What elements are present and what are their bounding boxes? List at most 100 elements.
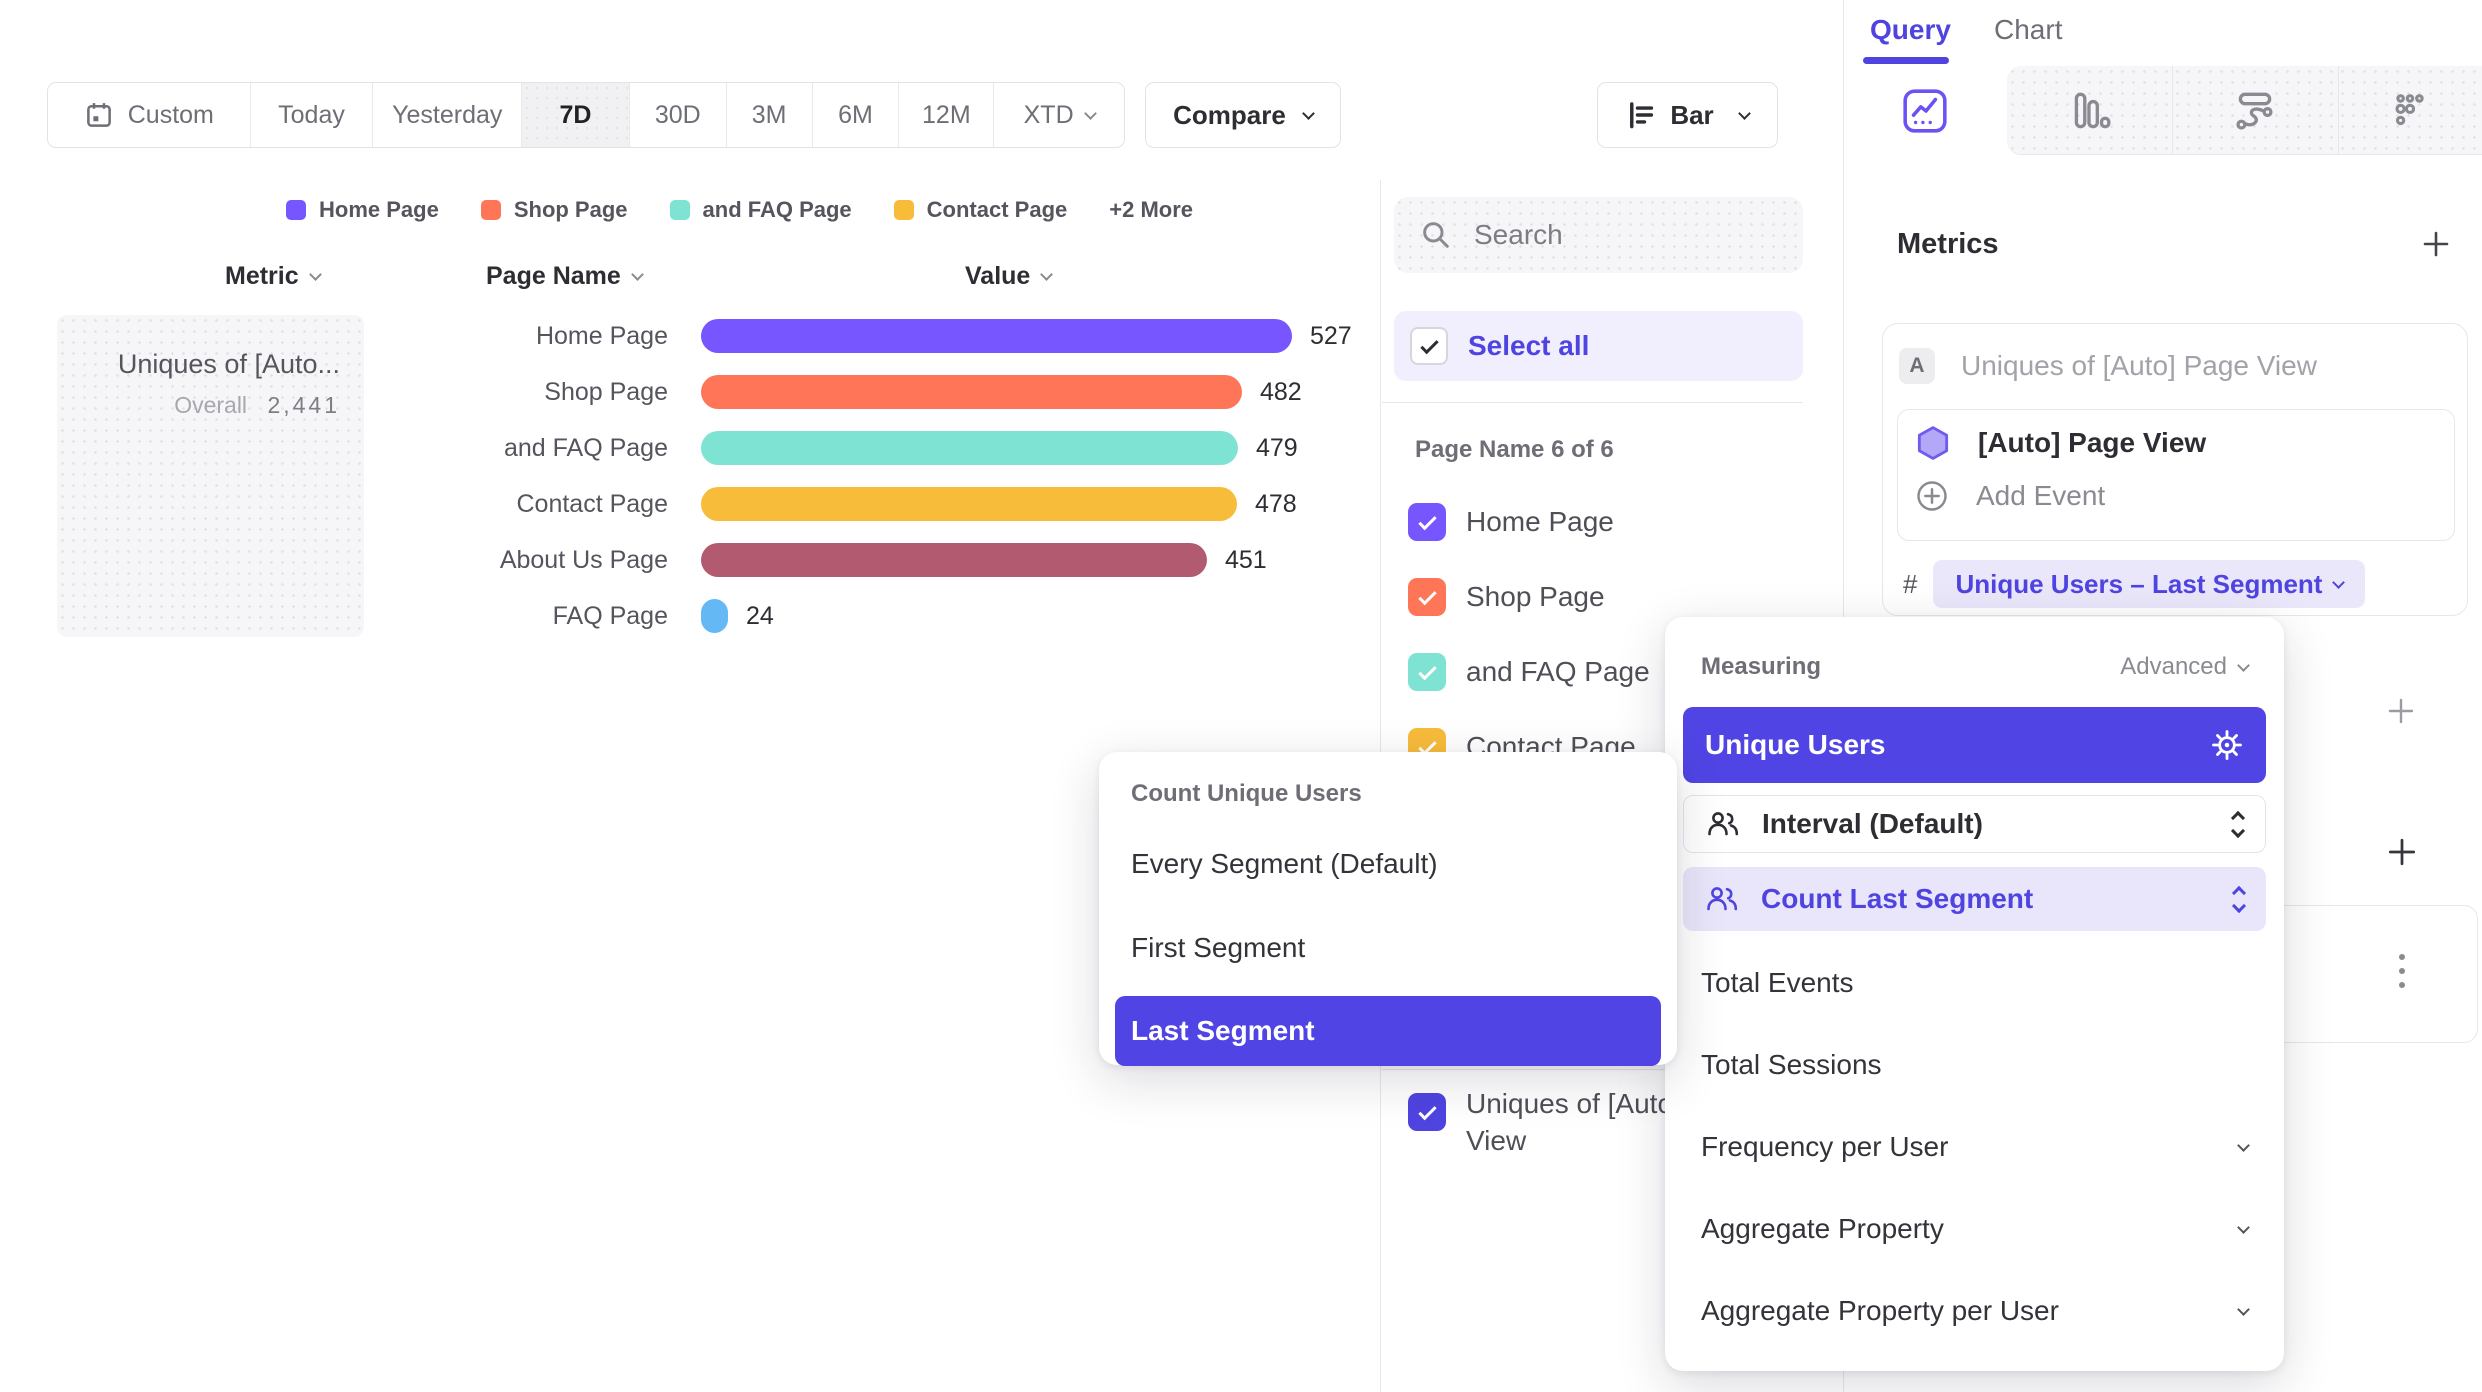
legend-item[interactable]: Shop Page [480,197,628,223]
interval-label: Interval (Default) [1762,808,1983,839]
date-range-6m[interactable]: 6M [813,83,900,147]
column-header-label: Value [965,262,1031,290]
hash-icon: # [1903,568,1918,599]
menu-item-label: Aggregate Property [1701,1213,1944,1244]
menu-item-aggregate-property[interactable]: Aggregate Property [1665,1163,2284,1245]
checkbox-and-faq-page[interactable] [1408,653,1446,691]
add-metric-button[interactable] [2420,228,2452,265]
select-all-checkbox[interactable] [1410,327,1448,365]
select-all-row[interactable]: Select all [1394,311,1803,381]
series-title: Uniques of [Auto] Page View [1961,350,2317,381]
tab-funnels[interactable] [2007,66,2172,155]
tab-query[interactable]: Query [1870,14,1951,45]
date-range-label: Custom [127,100,214,129]
bar-row: Shop Page 482 [440,364,1352,420]
date-range-today[interactable]: Today [251,83,374,147]
kebab-menu-icon[interactable] [2399,954,2405,988]
menu-item-every-segment[interactable]: Every Segment (Default) [1131,848,1438,879]
menu-item-total-events[interactable]: Total Events [1701,967,1854,998]
metric-summary-cell[interactable]: Uniques of [Auto... Overall 2,441 [57,315,364,637]
advanced-toggle[interactable]: Advanced [2120,653,2250,681]
event-name: [Auto] Page View [1978,427,2207,458]
checkbox-shop-page[interactable] [1408,578,1446,616]
category-label: Shop Page [544,377,668,406]
interval-selector[interactable]: Interval (Default) [1683,795,2266,853]
column-header-page-name[interactable]: Page Name [486,262,644,291]
date-range-7d[interactable]: 7D [522,83,630,147]
date-range-group: Custom Today Yesterday 7D 30D 3M 6M 12M … [47,82,1125,148]
tab-chart[interactable]: Chart [1994,14,2063,45]
event-row[interactable]: [Auto] Page View [1898,410,2454,462]
menu-item-label: Frequency per User [1701,1131,1949,1162]
stepper-icon[interactable] [2231,885,2247,913]
chevron-down-icon [630,268,644,281]
last-segment-label: Last Segment [1131,1015,1315,1046]
metric-series-header[interactable]: A Uniques of [Auto] Page View [1883,324,2467,384]
search-input[interactable]: Search [1394,197,1803,273]
calendar-icon [84,100,114,130]
date-range-label: 6M [838,100,873,129]
add-breakdown-button[interactable] [2385,835,2419,874]
date-range-3m[interactable]: 3M [727,83,813,147]
menu-item-total-sessions[interactable]: Total Sessions [1701,1049,1882,1080]
filter-item-home-page[interactable]: Home Page [1408,503,1614,541]
menu-item-aggregate-property-per-user[interactable]: Aggregate Property per User [1665,1245,2284,1327]
column-header-label: Page Name [486,262,621,290]
chart-type-label: Bar [1670,99,1714,130]
add-filter-button[interactable] [2385,695,2417,732]
menu-item-first-segment[interactable]: First Segment [1131,932,1306,963]
tab-insights[interactable] [1843,66,2007,155]
legend-item[interactable]: and FAQ Page [669,197,852,223]
date-range-yesterday[interactable]: Yesterday [373,83,523,147]
overall-label: Overall [174,392,248,418]
chart-legend: Home Page Shop Page and FAQ Page Contact… [286,197,1193,223]
stepper-icon[interactable] [2230,810,2246,838]
active-tab-underline [1863,57,1949,64]
date-range-label: Today [278,100,345,129]
filter-item-shop-page[interactable]: Shop Page [1408,578,1605,616]
legend-swatch [893,200,914,220]
date-range-label: 12M [922,100,971,129]
bar-and-faq-page [701,431,1238,465]
column-header-value[interactable]: Value [965,262,1054,291]
date-range-xtd[interactable]: XTD [994,83,1124,147]
measuring-option-unique-users[interactable]: Unique Users [1683,707,2266,783]
legend-more[interactable]: +2 More [1109,197,1193,223]
tab-retention[interactable] [2338,66,2482,155]
chevron-down-icon [2237,1302,2250,1316]
tab-separator [2338,66,2339,155]
filter-item-and-faq-page[interactable]: and FAQ Page [1408,653,1650,691]
category-label: FAQ Page [552,601,668,630]
tab-flows[interactable] [2172,66,2338,155]
menu-item-frequency-per-user[interactable]: Frequency per User [1665,1081,2284,1163]
bar-about-us-page [701,543,1207,577]
category-label: Contact Page [516,489,669,518]
count-last-segment-selector[interactable]: Count Last Segment [1683,867,2266,931]
users-icon [1705,886,1739,912]
chart-type-select[interactable]: Bar [1597,82,1778,148]
chevron-down-icon [308,268,322,281]
series-badge[interactable]: A [1899,348,1935,384]
metrics-heading: Metrics [1897,228,1999,260]
checkbox-home-page[interactable] [1408,503,1446,541]
legend-item[interactable]: Contact Page [893,197,1067,223]
measurement-pill-label: Unique Users – Last Segment [1955,568,2323,599]
date-range-30d[interactable]: 30D [630,83,727,147]
column-header-metric[interactable]: Metric [225,262,322,291]
bar-value: 479 [1256,433,1298,462]
chevron-down-icon [2237,1138,2250,1152]
legend-label: and FAQ Page [702,197,852,222]
add-event-row[interactable]: Add Event [1898,462,2454,514]
date-range-12m[interactable]: 12M [899,83,995,147]
bar-contact-page [701,487,1237,521]
chevron-down-icon [1083,106,1097,120]
checkbox-metric-series[interactable] [1408,1093,1446,1131]
date-range-custom[interactable]: Custom [48,83,251,147]
bar-row: Home Page 527 [440,308,1352,364]
gear-icon[interactable] [2210,728,2244,762]
compare-button[interactable]: Compare [1145,82,1341,148]
measurement-pill[interactable]: Unique Users – Last Segment [1933,560,2366,608]
legend-item[interactable]: Home Page [286,197,439,223]
menu-item-last-segment[interactable]: Last Segment [1115,996,1661,1066]
